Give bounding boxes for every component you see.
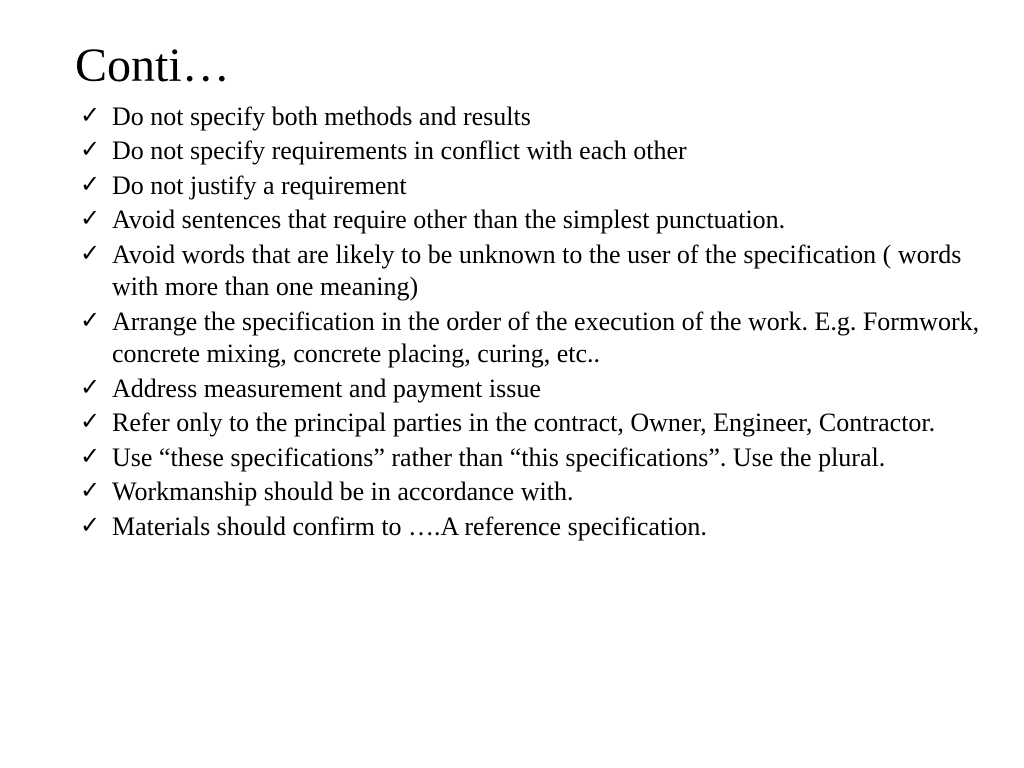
list-item: Avoid words that are likely to be unknow… [80,239,984,304]
list-item: Workmanship should be in accordance with… [80,476,984,509]
list-item: Do not justify a requirement [80,170,984,203]
list-item: Refer only to the principal parties in t… [80,407,984,440]
bullet-list: Do not specify both methods and results … [40,101,984,544]
list-item: Use “these specifications” rather than “… [80,442,984,475]
list-item: Do not specify both methods and results [80,101,984,134]
list-item: Do not specify requirements in conflict … [80,135,984,168]
list-item: Arrange the specification in the order o… [80,306,984,371]
list-item: Address measurement and payment issue [80,373,984,406]
list-item: Avoid sentences that require other than … [80,204,984,237]
slide-title: Conti… [75,40,984,93]
list-item: Materials should confirm to ….A referenc… [80,511,984,544]
